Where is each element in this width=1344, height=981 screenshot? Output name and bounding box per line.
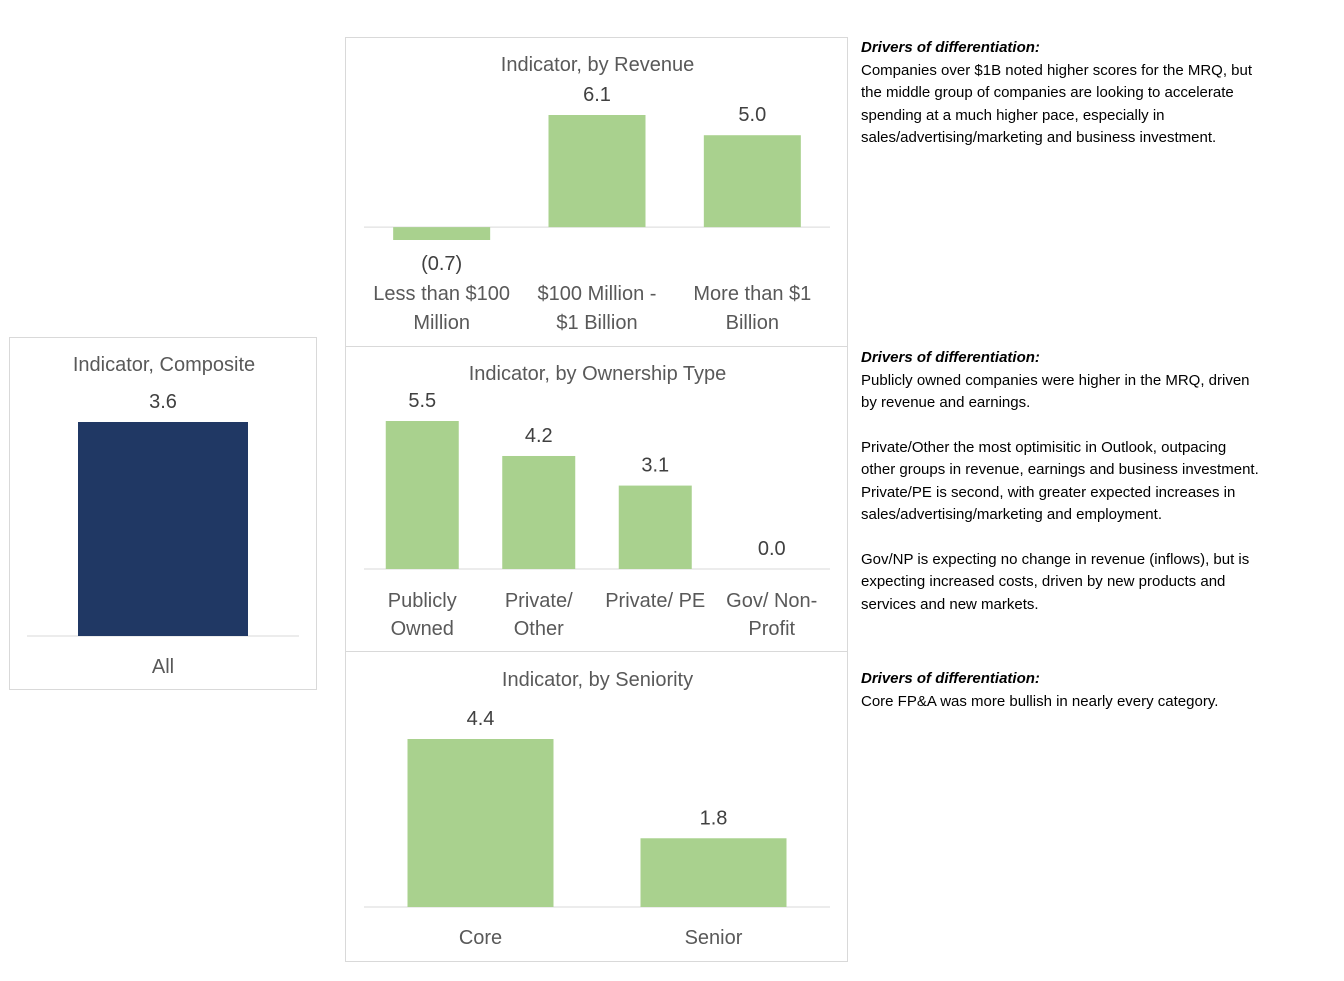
note-heading: Drivers of differentiation:	[861, 670, 1040, 687]
note-paragraph: Companies over $1B noted higher scores f…	[861, 61, 1253, 147]
note-heading: Drivers of differentiation:	[861, 349, 1040, 366]
category-label: Senior	[685, 927, 743, 949]
bar	[407, 739, 554, 907]
category-label: Private/ PE	[605, 590, 705, 612]
data-label: 6.1	[583, 84, 611, 106]
category-label: More than $1 Billion	[693, 283, 811, 334]
ownership-chart-panel: Indicator, by Ownership Type 5.5 Publicly O…	[345, 346, 848, 652]
category-label: Core	[459, 927, 502, 949]
data-label: 4.4	[467, 708, 495, 730]
bar	[385, 421, 459, 569]
bar	[393, 227, 491, 240]
ownership-chart: Indicator, by Ownership Type 5.5 Publicly O…	[364, 363, 830, 640]
category-label: Gov/ Non-Profit	[726, 590, 817, 640]
revenue-chart-panel: Indicator, by Revenue (0.7) Less than $100…	[345, 37, 848, 347]
data-label: 3.1	[641, 455, 669, 477]
chart-title: Indicator, Composite	[73, 354, 255, 376]
revenue-chart: Indicator, by Revenue (0.7) Less than $100…	[364, 54, 830, 334]
data-label: 4.2	[525, 425, 553, 447]
bar	[703, 135, 801, 228]
note-paragraph: Core FP&A was more bullish in nearly eve…	[861, 692, 1219, 710]
chart-title: Indicator, by Seniority	[502, 669, 693, 691]
composite-chart: Indicator, Composite 3.6 All	[27, 354, 299, 678]
revenue-note: Drivers of differentiation: Companies ov…	[861, 37, 1261, 150]
note-paragraph: Publicly owned companies were higher in …	[861, 371, 1250, 412]
category-label: $100 Million -$1 Billion	[538, 283, 657, 334]
data-label: 1.8	[700, 807, 728, 829]
category-label: Less than $100 Million	[373, 283, 510, 334]
bar	[502, 455, 576, 569]
data-label: 0.0	[758, 538, 786, 560]
chart-title: Indicator, by Ownership Type	[469, 363, 727, 385]
bar	[78, 422, 248, 636]
note-paragraph: Private/Other the most optimisitic in Ou…	[861, 438, 1259, 524]
category-label: All	[152, 656, 174, 678]
ownership-note: Drivers of differentiation: Publicly own…	[861, 347, 1261, 616]
seniority-chart: Indicator, by Seniority 4.4 Core 1.8 Senior	[364, 669, 830, 949]
category-label: Publicly Owned	[388, 590, 457, 640]
data-label: (0.7)	[421, 253, 462, 275]
seniority-chart-panel: Indicator, by Seniority 4.4 Core 1.8 Senior	[345, 651, 848, 962]
data-label: 5.0	[738, 104, 766, 126]
note-heading: Drivers of differentiation:	[861, 39, 1040, 56]
data-label: 3.6	[149, 391, 177, 413]
bar	[618, 485, 692, 569]
category-label: Private/Other	[505, 590, 573, 640]
data-label: 5.5	[408, 390, 436, 412]
bar	[640, 838, 787, 907]
bar	[548, 115, 646, 228]
seniority-note: Drivers of differentiation: Core FP&A wa…	[861, 668, 1261, 713]
note-paragraph: Gov/NP is expecting no change in revenue…	[861, 550, 1250, 613]
chart-title: Indicator, by Revenue	[501, 54, 694, 76]
composite-chart-panel: Indicator, Composite 3.6 All	[9, 337, 317, 690]
